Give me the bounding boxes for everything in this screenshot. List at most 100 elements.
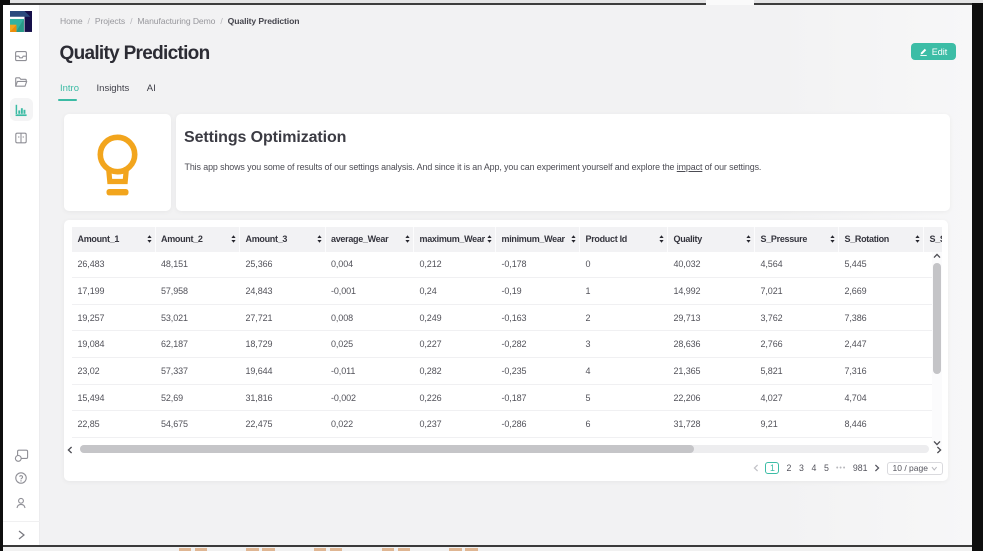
table-cell: 19,084 — [77, 339, 105, 350]
tab-insights[interactable]: Insights — [96, 82, 130, 94]
tab-ai[interactable]: AI — [146, 82, 156, 94]
taipy-logo[interactable] — [9, 10, 32, 32]
vertical-scrollbar[interactable] — [932, 251, 942, 448]
pagination-page[interactable]: 2 — [786, 463, 792, 473]
column-header-average_Wear[interactable]: average_Wear — [325, 227, 414, 252]
table-cell: -0,001 — [331, 285, 356, 296]
sort-icon[interactable] — [146, 235, 152, 243]
table-cell: -0,282 — [501, 339, 527, 350]
window-border-top-left — [10, 2, 706, 5]
column-header-S_Rotation[interactable]: S_Rotation — [839, 227, 924, 252]
sort-icon[interactable] — [571, 235, 576, 243]
table-cell: 14,992 — [673, 285, 701, 296]
table-row[interactable]: 15,494 52,69 31,816 -0,002 0,226 -0,187 5 22,20… — [72, 384, 932, 412]
help-icon — [15, 472, 27, 484]
tab-intro[interactable]: Intro — [60, 82, 80, 94]
page-title: Quality Prediction — [59, 42, 211, 64]
vertical-scrollbar-thumb[interactable] — [932, 262, 941, 374]
sort-icon[interactable] — [405, 235, 410, 243]
pagination-page[interactable]: 5 — [824, 463, 829, 473]
column-header-minimum_Wear[interactable]: minimum_Wear — [496, 227, 580, 252]
tab-bar: Intro Insights AI — [60, 83, 156, 94]
table-cell: 29,713 — [673, 312, 701, 323]
table-cell: 22,85 — [77, 419, 100, 430]
table-cell: -0,178 — [501, 259, 527, 270]
breadcrumb-item[interactable]: Home — [60, 15, 83, 26]
pagination-prev[interactable] — [753, 464, 759, 472]
column-header-label: S_Pressure — [760, 234, 808, 245]
sidebar-item-help[interactable] — [14, 471, 29, 486]
table-cell: 26,483 — [77, 259, 105, 270]
column-header-S_S[interactable]: S_S — [924, 227, 942, 252]
sort-icon[interactable] — [830, 235, 835, 243]
table-cell: 7,316 — [844, 365, 867, 376]
scroll-up-arrow[interactable] — [932, 252, 942, 261]
pagination-page[interactable]: 981 — [852, 463, 868, 473]
sidebar-item-charts[interactable] — [14, 102, 29, 117]
horizontal-scrollbar[interactable] — [80, 445, 929, 453]
column-header-Amount_3[interactable]: Amount_3 — [240, 227, 326, 252]
sort-icon[interactable] — [915, 235, 920, 243]
lightbulb-card — [63, 114, 171, 211]
table-cell: 28,636 — [673, 339, 701, 350]
table-row[interactable]: 22,85 54,675 22,475 0,022 0,237 -0,286 6 31,728… — [72, 411, 932, 438]
pagination-page-active[interactable]: 1 — [765, 461, 780, 475]
pagination-page[interactable]: 4 — [811, 463, 817, 473]
column-header-S_Pressure[interactable]: S_Pressure — [755, 227, 839, 252]
scroll-down-arrow[interactable] — [932, 439, 942, 448]
table-cell: 18,729 — [245, 339, 273, 350]
column-header-label: Product Id — [585, 234, 628, 245]
intro-description-tail: of our settings. — [702, 162, 762, 172]
scroll-left-arrow[interactable] — [65, 445, 74, 455]
sort-icon[interactable] — [746, 235, 751, 243]
column-header-label: S_Rotation — [844, 234, 890, 245]
breadcrumb-item[interactable]: Projects — [94, 15, 126, 26]
pagination-next[interactable] — [874, 464, 880, 472]
column-header-label: S_S — [929, 234, 942, 245]
data-table-card: Amount_1 Amount_2 Amount_3 average_Wear maxi… — [63, 220, 948, 481]
column-header-Amount_2[interactable]: Amount_2 — [155, 227, 240, 252]
page-size-select[interactable]: 10 / page — [886, 461, 943, 475]
table-row[interactable]: 19,257 53,021 27,721 0,008 0,249 -0,163 2 29,71… — [72, 304, 932, 332]
pagination-ellipsis[interactable]: ••• — [835, 464, 847, 472]
sidebar-item-layout[interactable] — [14, 130, 29, 145]
impact-link[interactable]: impact — [676, 162, 703, 172]
scroll-right-arrow[interactable] — [934, 445, 943, 455]
window-right-band — [972, 3, 983, 551]
table-cell: 4,564 — [760, 259, 783, 270]
app-surface: Home / Projects / Manufacturing Demo / Quality… — [2, 4, 972, 545]
column-header-label: Amount_2 — [161, 234, 203, 245]
table-row[interactable]: 17,199 57,958 24,843 -0,001 0,24 -0,19 1 14,992… — [72, 278, 932, 305]
breadcrumb-item[interactable]: Manufacturing Demo — [137, 15, 216, 26]
sort-icon[interactable] — [487, 235, 492, 243]
column-header-maximum_Wear[interactable]: maximum_Wear — [414, 227, 496, 252]
sidebar-collapse-toggle[interactable] — [14, 528, 29, 543]
column-header-Product Id[interactable]: Product Id — [580, 227, 668, 252]
pagination: 1 2 3 4 5 ••• 981 10 / page — [753, 461, 943, 475]
taskbar-app-hint — [246, 547, 259, 551]
sort-icon[interactable] — [316, 235, 322, 243]
edit-button[interactable]: Edit — [911, 43, 956, 60]
sort-icon[interactable] — [231, 235, 236, 243]
user-icon — [16, 497, 26, 509]
page-size-label: 10 / page — [892, 463, 928, 473]
horizontal-scrollbar-thumb[interactable] — [80, 445, 694, 453]
sidebar-item-account[interactable] — [14, 496, 29, 511]
table-cell: 9,21 — [760, 419, 778, 430]
table-row[interactable]: 26,483 48,151 25,366 0,004 0,212 -0,178 0 40,03… — [72, 251, 932, 279]
pagination-page[interactable]: 3 — [799, 463, 804, 473]
column-header-Quality[interactable]: Quality — [668, 227, 755, 252]
bar-chart-icon — [15, 104, 27, 116]
column-header-Amount_1[interactable]: Amount_1 — [72, 227, 156, 252]
table-cell: 19,257 — [77, 312, 105, 323]
table-cell: 57,958 — [161, 285, 188, 296]
table-row[interactable]: 23,02 57,337 19,644 -0,011 0,282 -0,235 4 21,36… — [72, 358, 932, 385]
sidebar-item-share[interactable] — [14, 448, 29, 463]
table-row[interactable]: 19,084 62,187 18,729 0,025 0,227 -0,282 3 28,63… — [72, 331, 932, 359]
table-cell: 62,187 — [161, 339, 188, 350]
sort-icon[interactable] — [659, 235, 664, 243]
table-cell: -0,19 — [501, 285, 522, 296]
sidebar-item-folder[interactable] — [14, 74, 29, 89]
table-cell: 24,843 — [245, 285, 273, 296]
sidebar-item-inbox[interactable] — [14, 49, 29, 64]
